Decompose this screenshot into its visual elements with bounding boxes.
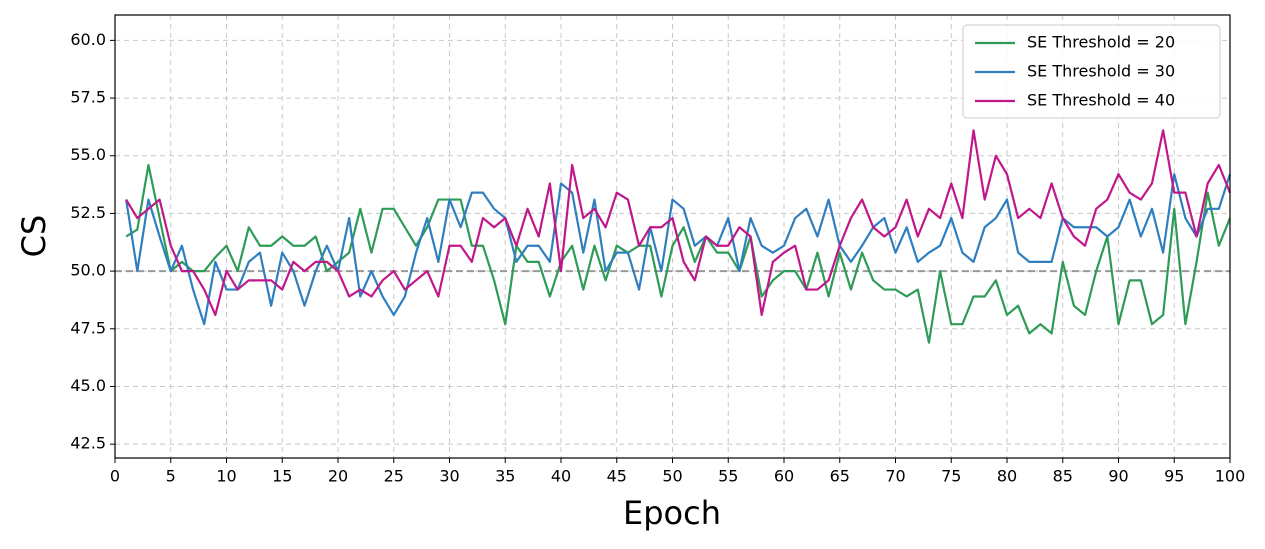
x-tick-label: 30 <box>439 467 459 486</box>
x-tick-label: 70 <box>885 467 905 486</box>
x-tick-label: 20 <box>328 467 348 486</box>
x-tick-label: 90 <box>1108 467 1128 486</box>
y-tick-label: 52.5 <box>70 203 106 222</box>
x-tick-label: 40 <box>551 467 571 486</box>
x-tick-label: 10 <box>216 467 236 486</box>
x-tick-label: 85 <box>1053 467 1073 486</box>
y-axis-label: CS <box>15 215 53 258</box>
x-tick-label: 55 <box>718 467 738 486</box>
x-tick-label: 100 <box>1215 467 1246 486</box>
x-tick-label: 75 <box>941 467 961 486</box>
legend-box <box>962 24 1221 119</box>
y-tick-label: 45.0 <box>70 376 106 395</box>
x-tick-label: 80 <box>997 467 1017 486</box>
x-axis-label: Epoch <box>623 494 721 532</box>
series-line <box>125 163 1232 344</box>
y-tick-label: 57.5 <box>70 88 106 107</box>
x-tick-label: 25 <box>384 467 404 486</box>
y-tick-label: 50.0 <box>70 261 106 280</box>
x-tick-label: 45 <box>607 467 627 486</box>
y-tick-label: 55.0 <box>70 145 106 164</box>
plot-frame <box>114 14 1231 459</box>
series-line <box>125 129 1232 317</box>
x-tick-label: 35 <box>495 467 515 486</box>
x-tick-label: 60 <box>774 467 794 486</box>
legend-label: SE Threshold = 20 <box>1027 33 1175 52</box>
y-tick-label: 60.0 <box>70 30 106 49</box>
x-tick-label: 50 <box>662 467 682 486</box>
y-tick-label: 47.5 <box>70 318 106 337</box>
x-tick-label: 15 <box>272 467 292 486</box>
x-tick-label: 5 <box>166 467 176 486</box>
legend-label: SE Threshold = 30 <box>1027 62 1175 81</box>
x-tick-label: 0 <box>110 467 120 486</box>
legend-label: SE Threshold = 40 <box>1027 91 1175 110</box>
x-tick-label: 65 <box>830 467 850 486</box>
series-line <box>125 173 1232 326</box>
y-tick-label: 42.5 <box>70 434 106 453</box>
x-tick-label: 95 <box>1164 467 1184 486</box>
